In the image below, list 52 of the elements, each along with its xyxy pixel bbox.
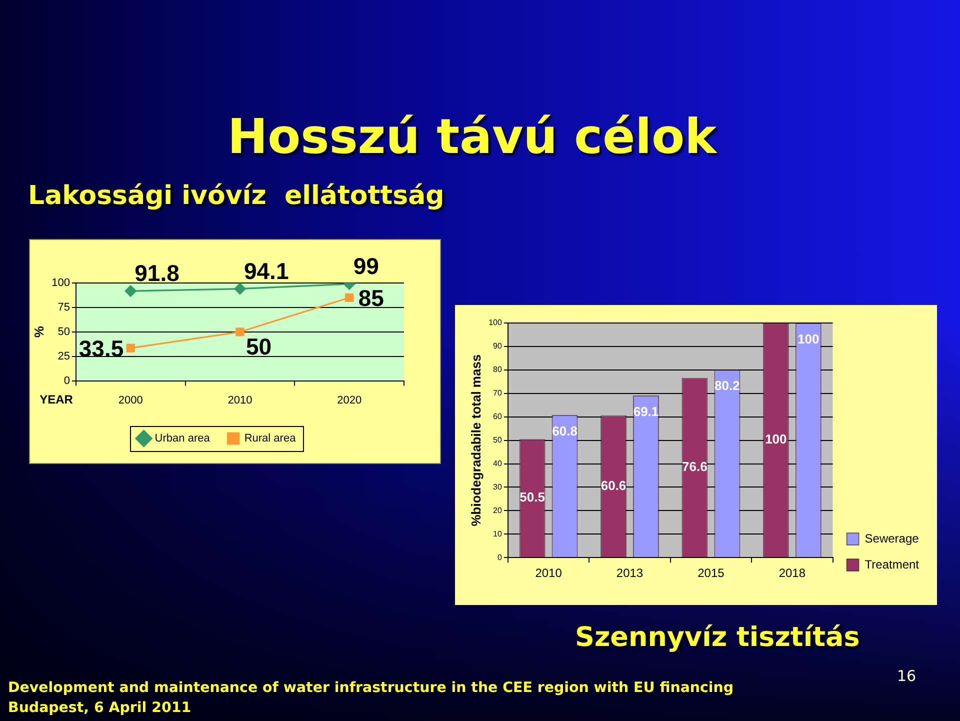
y-tick-label: 50 xyxy=(58,326,70,338)
legend-label: Treatment xyxy=(864,557,920,572)
data-label: 100 xyxy=(798,332,820,347)
legend-label: Rural area xyxy=(244,432,297,445)
x-tick-label: 2015 xyxy=(698,566,725,580)
data-label: 50.5 xyxy=(520,490,545,505)
point xyxy=(124,285,136,297)
data-label: 76.6 xyxy=(682,459,708,474)
y-tick-label: 25 xyxy=(58,350,70,362)
data-label: 94.1 xyxy=(244,258,289,284)
x-tick-label: 2013 xyxy=(616,566,644,580)
y-axis-title: % xyxy=(31,326,46,338)
point xyxy=(234,283,246,295)
y-tick-label: 90 xyxy=(493,342,502,351)
text: Development and maintenance of water infrastructure in the CEE region with EU financing xyxy=(8,680,734,696)
y-axis-title: %biodegradabile total mass xyxy=(468,354,484,526)
y-tick-label: 100 xyxy=(488,318,502,328)
y-tick-label: 20 xyxy=(493,506,502,515)
point xyxy=(236,328,244,336)
y-tick-label: 100 xyxy=(52,277,70,290)
data-label: 50 xyxy=(246,333,272,360)
y-tick-label: 70 xyxy=(493,388,502,398)
x-axis-title: YEAR xyxy=(40,392,74,407)
x-tick-label: 2020 xyxy=(337,394,362,406)
y-tick-label: 30 xyxy=(493,482,502,492)
text: Budapest, 6 April 2011 xyxy=(8,700,192,716)
y-tick-label: 0 xyxy=(64,374,70,387)
y-tick-label: 40 xyxy=(493,458,502,468)
legend-label: Sewerage xyxy=(864,531,920,546)
y-tick-label: 80 xyxy=(493,365,502,374)
point xyxy=(126,344,135,352)
data-label: 99 xyxy=(353,252,379,279)
chart-title: Hosszú távú célok xyxy=(228,109,716,166)
data-label: 85 xyxy=(358,284,384,311)
x-tick-label: 2010 xyxy=(228,394,252,406)
legend-label: Urban area xyxy=(154,432,211,445)
y-tick-label: 75 xyxy=(58,301,70,314)
point xyxy=(344,293,354,302)
y-tick-label: 10 xyxy=(493,529,502,538)
y-tick-label: 50 xyxy=(493,436,502,445)
y-tick-label: 60 xyxy=(493,412,502,422)
x-tick-label: 2010 xyxy=(535,566,562,580)
y-tick-label: 0 xyxy=(497,552,502,562)
chart-subtitle: Lakossági ivóvíz ellátottság xyxy=(28,181,444,212)
data-label: 100 xyxy=(765,432,787,447)
data-label: 60.6 xyxy=(600,478,626,493)
text: 16 xyxy=(897,667,916,686)
data-label: 91.8 xyxy=(134,260,180,286)
text: Szennyvíz tisztítás xyxy=(575,622,860,654)
x-tick-label: 2000 xyxy=(118,394,143,406)
data-label: 33.5 xyxy=(78,335,124,362)
x-tick-label: 2018 xyxy=(778,566,806,580)
